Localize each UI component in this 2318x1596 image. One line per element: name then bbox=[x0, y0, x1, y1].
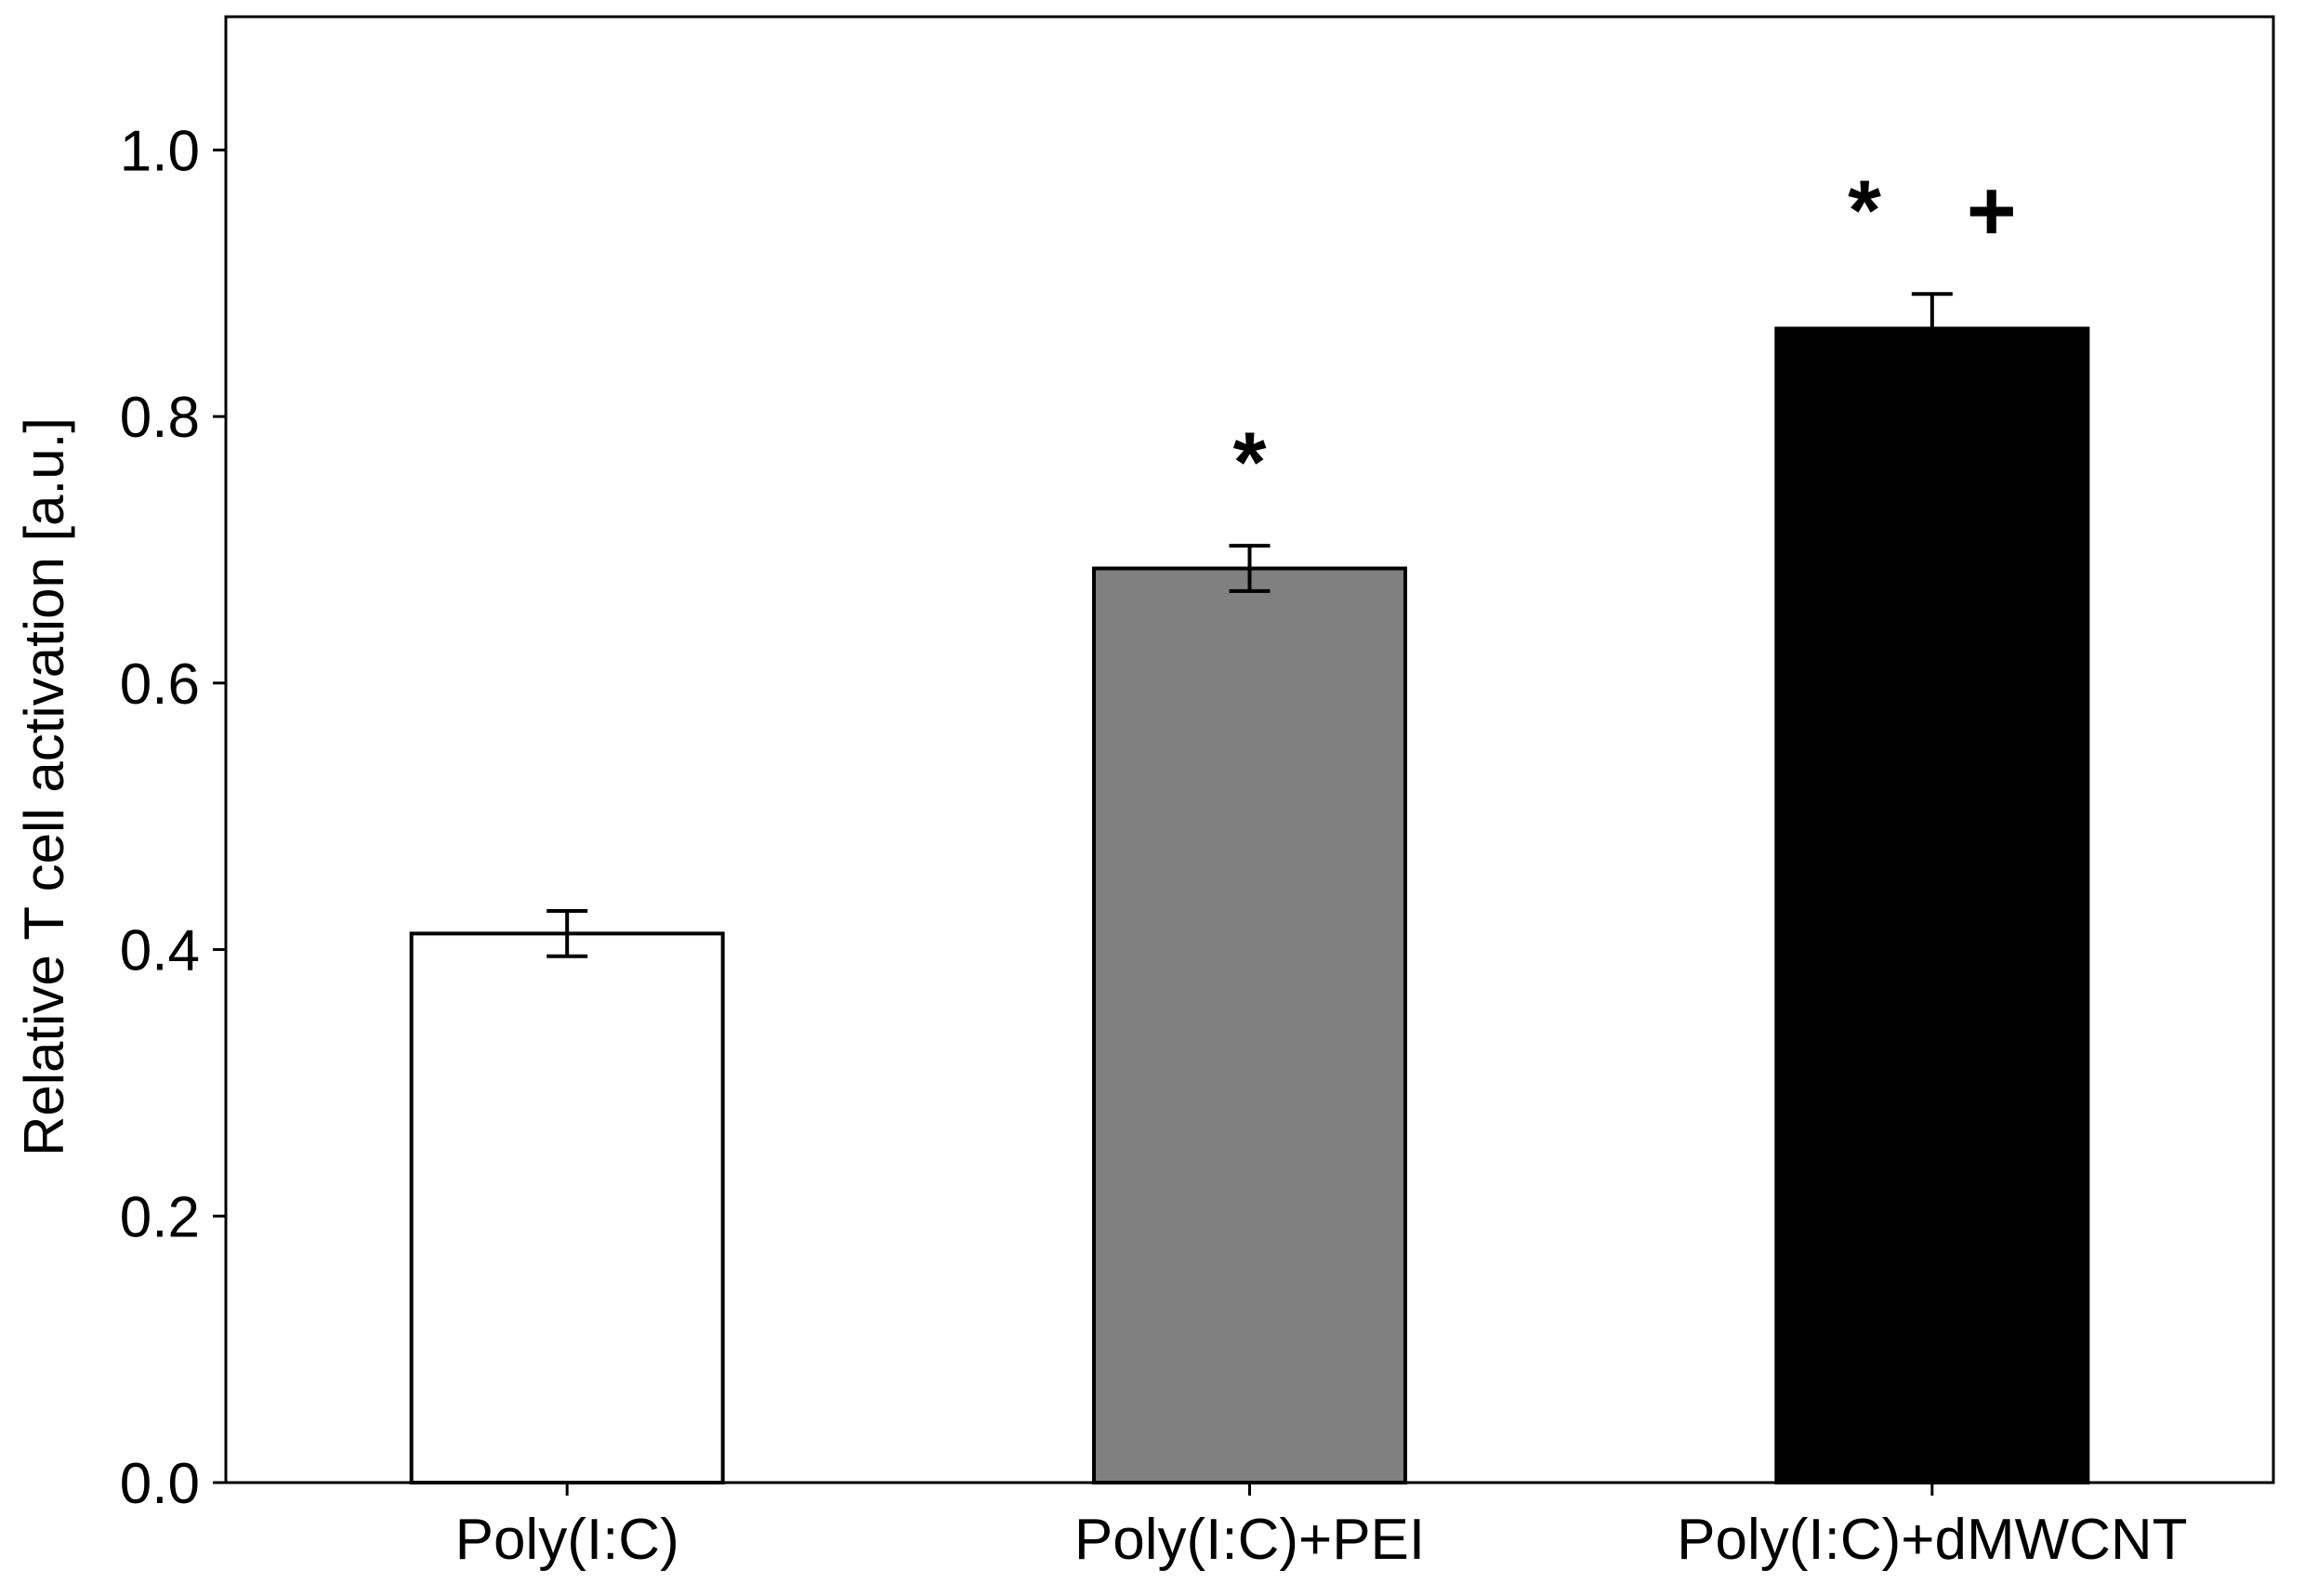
y-tick-label: 0.4 bbox=[120, 919, 200, 983]
y-tick-label: 1.0 bbox=[120, 119, 200, 183]
significance-annotations: * * + bbox=[1233, 164, 2017, 510]
y-axis-label: Relative T cell activation [a.u.] bbox=[13, 417, 75, 1156]
x-tick-label: Poly(I:C) bbox=[455, 1508, 679, 1572]
y-axis-ticks: 0.0 0.2 0.4 0.6 0.8 1.0 bbox=[120, 119, 226, 1516]
y-tick-label: 0.6 bbox=[120, 653, 200, 717]
error-bars bbox=[547, 292, 1953, 958]
y-tick-label: 0.0 bbox=[120, 1452, 200, 1516]
y-tick-label: 0.2 bbox=[120, 1185, 200, 1249]
significance-marker: * bbox=[1233, 415, 1267, 510]
x-tick-label: Poly(I:C)+PEI bbox=[1074, 1508, 1425, 1572]
plot-frame bbox=[224, 15, 2275, 1484]
x-tick-label: Poly(I:C)+dMWCNT bbox=[1677, 1508, 2187, 1572]
y-tick-label: 0.8 bbox=[120, 386, 200, 450]
bar bbox=[1774, 326, 2090, 1484]
x-axis-ticks: Poly(I:C) Poly(I:C)+PEI Poly(I:C)+dMWCNT bbox=[455, 1483, 2188, 1572]
bar bbox=[1092, 566, 1407, 1484]
significance-marker: * + bbox=[1848, 164, 2017, 258]
bar bbox=[409, 931, 725, 1484]
